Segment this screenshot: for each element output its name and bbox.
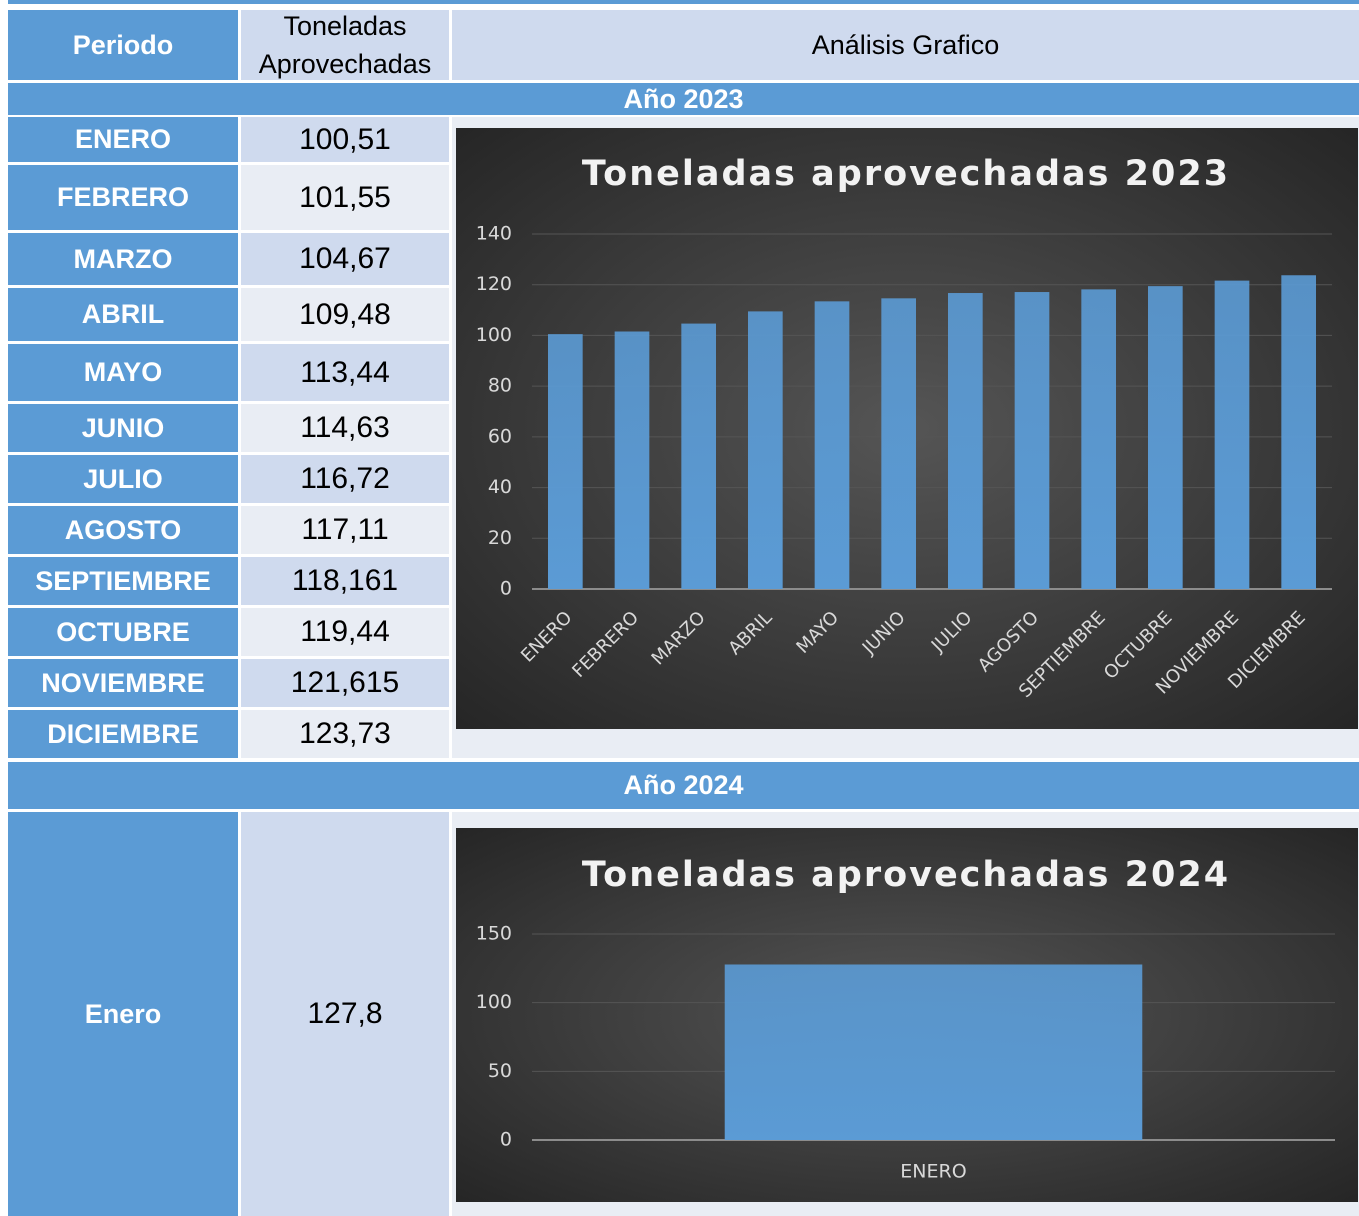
value-cell: 109,48 [241,288,449,341]
value-cell: 123,73 [241,710,449,758]
bar [748,311,783,589]
section-title: Año 2023 [8,83,1359,115]
y-tick-label: 60 [488,425,512,447]
period-cell: FEBRERO [8,165,238,230]
value-cell: 100,51 [241,117,449,162]
bar [814,301,850,589]
period-cell: JUNIO [8,404,238,452]
bar [724,964,1143,1140]
value-cell: 118,161 [241,557,449,605]
bar [1214,280,1250,589]
y-tick-label: 120 [476,273,512,295]
bar [1014,292,1050,589]
period-cell: NOVIEMBRE [8,659,238,707]
value-cell: 101,55 [241,165,449,230]
header-cell: Toneladas Aprovechadas [241,10,449,80]
chart-title: Toneladas aprovechadas 2024 [582,855,1230,895]
bar [548,334,583,589]
header-cell: Periodo [8,10,238,80]
y-tick-label: 80 [488,375,512,397]
period-cell: SEPTIEMBRE [8,557,238,605]
y-tick-label: 20 [488,527,512,549]
value-cell: 119,44 [241,608,449,656]
value-cell: 113,44 [241,344,449,401]
top-rule [8,0,1359,4]
bar [681,323,716,589]
bar [1081,289,1116,589]
period-cell: MAYO [8,344,238,401]
y-tick-label: 0 [500,1129,512,1151]
period-cell: DICIEMBRE [8,710,238,758]
period-cell: Enero [8,812,238,1216]
bar [948,293,983,589]
period-cell: ENERO [8,117,238,162]
value-cell: 116,72 [241,455,449,503]
value-cell: 114,63 [241,404,449,452]
value-cell: 117,11 [241,506,449,554]
y-tick-label: 50 [488,1060,512,1082]
header-cell: Análisis Grafico [452,10,1359,80]
y-tick-label: 40 [488,476,512,498]
bar [881,298,916,589]
period-cell: AGOSTO [8,506,238,554]
bar [1148,286,1183,589]
chart: Toneladas aprovechadas 2023 0 20 40 60 80 100 1… [456,128,1358,729]
section-title: Año 2024 [8,762,1359,809]
value-cell: 127,8 [241,812,449,1216]
value-cell: 104,67 [241,233,449,285]
value-cell: 121,615 [241,659,449,707]
period-cell: ABRIL [8,288,238,341]
chart: Toneladas aprovechadas 2024 0 50 100 150 ENER… [456,828,1358,1202]
period-cell: OCTUBRE [8,608,238,656]
period-cell: MARZO [8,233,238,285]
y-tick-label: 140 [476,223,512,245]
y-tick-label: 150 [476,923,512,945]
x-tick-label: ENERO [900,1161,966,1183]
period-cell: JULIO [8,455,238,503]
bar [614,331,650,589]
y-tick-label: 100 [476,324,512,346]
y-tick-label: 0 [500,578,512,600]
bar [1281,275,1316,589]
chart-title: Toneladas aprovechadas 2023 [582,154,1230,194]
y-tick-label: 100 [476,991,512,1013]
